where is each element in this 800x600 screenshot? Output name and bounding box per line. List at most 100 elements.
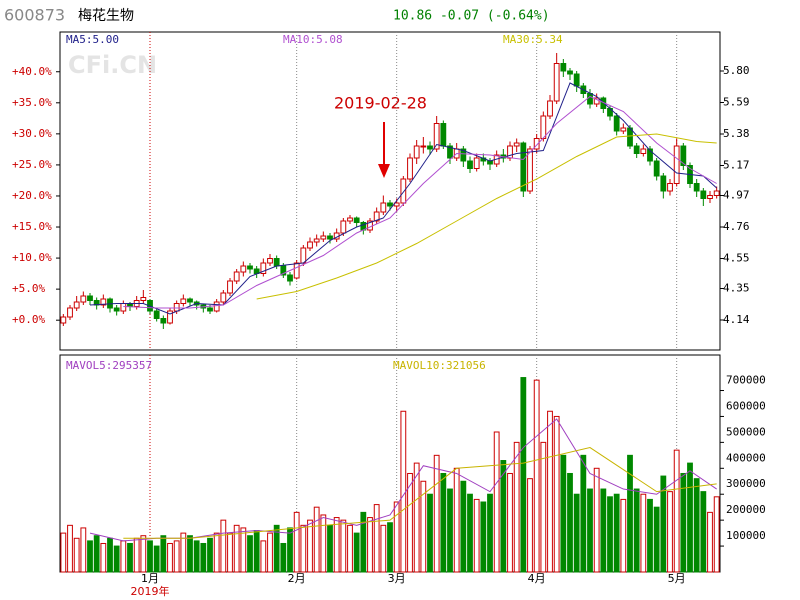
candle-body xyxy=(347,217,353,222)
volume-bar xyxy=(207,537,213,573)
vol-tick-label: 600000 xyxy=(726,399,766,412)
vol-tick-label: 700000 xyxy=(726,374,766,387)
candle-body xyxy=(667,183,673,192)
volume-bar xyxy=(487,493,493,573)
candle-body xyxy=(427,145,433,150)
volume-bar xyxy=(473,498,480,573)
volume-bar xyxy=(400,410,407,573)
volume-bar xyxy=(227,532,233,573)
candle-body xyxy=(300,247,307,264)
stock-name: 梅花生物 xyxy=(78,8,134,24)
candle-body xyxy=(533,138,540,150)
candle-body xyxy=(560,63,567,72)
volume-bar xyxy=(647,498,653,573)
volume-bar xyxy=(187,535,193,573)
volume-bar xyxy=(453,467,460,573)
volume-bar xyxy=(460,480,467,573)
volume-bar xyxy=(333,517,340,573)
volume-bar xyxy=(587,488,593,573)
candle-body xyxy=(160,318,167,324)
ma-line xyxy=(123,95,717,309)
candle-body xyxy=(233,271,240,282)
candle-body xyxy=(433,123,440,150)
annotation-arrowhead xyxy=(378,164,390,178)
volume-bar xyxy=(407,472,413,573)
candle-body xyxy=(260,262,267,274)
candle-body xyxy=(140,297,147,301)
volume-bar xyxy=(687,462,693,573)
volume-bar xyxy=(127,542,133,573)
volume-bar xyxy=(573,493,580,573)
candle-body xyxy=(307,241,313,249)
volume-bar xyxy=(280,542,287,573)
candle-body xyxy=(387,202,393,207)
volume-bar xyxy=(553,415,560,573)
volume-bar xyxy=(500,460,507,573)
volume-bar xyxy=(193,540,200,573)
candle-body xyxy=(673,145,680,184)
volume-bar xyxy=(240,527,247,573)
volume-bar xyxy=(560,454,567,573)
volume-bar xyxy=(667,491,673,573)
candle-body xyxy=(207,307,213,312)
y2-tick-label: +5.0% xyxy=(12,282,45,295)
candle-body xyxy=(653,160,660,177)
candle-body xyxy=(67,307,73,318)
candle-body xyxy=(553,63,560,102)
candle-body xyxy=(693,183,700,192)
volume-bar xyxy=(693,478,700,573)
candle-body xyxy=(213,301,220,312)
volume-bar xyxy=(353,532,360,573)
volume-bar xyxy=(433,454,440,573)
volume-bar xyxy=(233,524,240,573)
volume-bar xyxy=(393,501,400,573)
candle-body xyxy=(240,265,247,273)
volume-bar xyxy=(633,488,640,573)
volume-bar xyxy=(140,535,147,573)
y-tick-label: 4.35 xyxy=(723,282,750,295)
x-tick-label: 4月 xyxy=(528,572,546,585)
volume-bar xyxy=(673,449,680,573)
volume-bar xyxy=(160,535,167,573)
volume-bar xyxy=(467,493,473,573)
y2-tick-label: +0.0% xyxy=(12,313,45,326)
candle-body xyxy=(100,298,107,306)
candle-body xyxy=(173,303,180,312)
vol-tick-label: 100000 xyxy=(726,529,766,542)
candle-body xyxy=(287,274,293,282)
volume-bar xyxy=(593,467,600,573)
volume-bar xyxy=(100,542,107,573)
y-tick-label: 4.14 xyxy=(723,313,750,326)
candle-body xyxy=(647,148,653,162)
candle-body xyxy=(633,145,640,154)
stock-code: 600873 xyxy=(4,6,65,25)
volume-bar xyxy=(580,454,587,573)
vol-tick-label: 300000 xyxy=(726,477,766,490)
legend-entry: MA10:5.08 xyxy=(283,33,343,46)
volume-bar xyxy=(360,511,367,573)
volume-bar xyxy=(533,379,540,573)
price-panel xyxy=(59,31,721,351)
x-tick-label: 3月 xyxy=(388,572,406,585)
candle-body xyxy=(273,258,280,267)
candle-body xyxy=(513,142,520,147)
volume-bar xyxy=(107,537,113,573)
volume-bar xyxy=(73,537,80,573)
candle-body xyxy=(113,307,120,312)
volume-bar xyxy=(600,488,607,573)
volume-bar xyxy=(133,537,140,573)
volume-bar xyxy=(147,540,153,573)
candle-body xyxy=(520,142,527,192)
y2-tick-label: +35.0% xyxy=(12,96,52,109)
candle-body xyxy=(80,295,87,303)
volume-bar xyxy=(293,511,300,573)
vol-tick-label: 500000 xyxy=(726,425,766,438)
y2-tick-label: +30.0% xyxy=(12,127,52,140)
candle-body xyxy=(87,295,93,301)
volume-bar xyxy=(247,535,253,573)
y2-tick-label: +20.0% xyxy=(12,189,52,202)
y2-tick-label: +40.0% xyxy=(12,65,52,78)
annotation: 2019-02-28 xyxy=(334,94,427,113)
volume-bar xyxy=(653,506,660,573)
volume-bar xyxy=(520,377,527,573)
